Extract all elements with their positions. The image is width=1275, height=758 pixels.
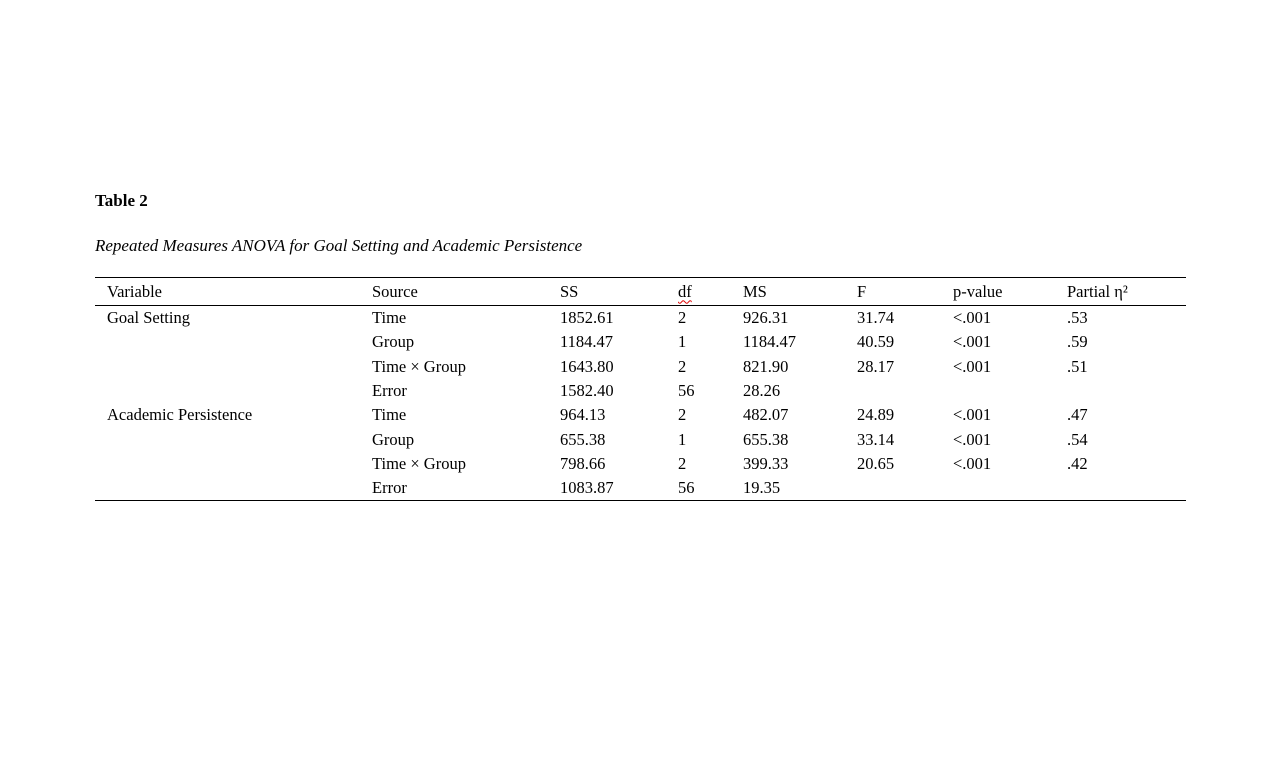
table-row: Group 655.38 1 655.38 33.14 <.001 .54	[95, 427, 1186, 451]
cell-partial-eta: .47	[1067, 405, 1088, 425]
column-header-df: df	[666, 277, 731, 306]
table-row: Group 1184.47 1 1184.47 40.59 <.001 .59	[95, 330, 1186, 354]
column-header-p-value: p-value	[941, 277, 1055, 306]
cell-p-value: <.001	[953, 405, 992, 425]
cell-df: 1	[678, 332, 687, 352]
cell-ss: 1643.80	[560, 356, 614, 376]
anova-table: Variable Source SS df MS F p-value Parti…	[95, 277, 1186, 502]
table-number: Table 2	[95, 191, 148, 210]
cell-partial-eta	[1055, 379, 1186, 403]
cell-ms: 1184.47	[743, 332, 797, 352]
cell-df: 56	[678, 381, 695, 401]
table-row: Time × Group 1643.80 2 821.90 28.17 <.00…	[95, 355, 1186, 379]
cell-ms: 821.90	[743, 356, 789, 376]
cell-p-value	[941, 476, 1055, 502]
cell-variable	[95, 427, 360, 451]
cell-ms: 655.38	[743, 429, 789, 449]
cell-f: 33.14	[857, 429, 895, 449]
cell-source: Error	[360, 476, 548, 502]
cell-partial-eta: .53	[1067, 308, 1088, 328]
cell-partial-eta: .54	[1067, 429, 1088, 449]
table-row: Error 1582.40 56 28.26	[95, 379, 1186, 403]
cell-ss: 1582.40	[560, 381, 614, 401]
table-row: Academic Persistence Time 964.13 2 482.0…	[95, 403, 1186, 427]
cell-df: 2	[678, 453, 687, 473]
cell-df: 2	[678, 405, 687, 425]
cell-ss: 655.38	[560, 429, 606, 449]
cell-f	[845, 476, 941, 502]
cell-p-value: <.001	[953, 453, 992, 473]
cell-ss: 1852.61	[560, 308, 614, 328]
cell-df: 1	[678, 429, 687, 449]
cell-source: Group	[372, 332, 415, 352]
table-row: Goal Setting Time 1852.61 2 926.31 31.74…	[95, 306, 1186, 331]
table-caption: Repeated Measures ANOVA for Goal Setting…	[95, 236, 583, 255]
cell-source: Group	[372, 429, 415, 449]
cell-f: 20.65	[857, 453, 895, 473]
column-header-ms: MS	[731, 277, 845, 306]
cell-ms: 482.07	[743, 405, 789, 425]
cell-df: 2	[678, 356, 687, 376]
cell-partial-eta: .51	[1067, 356, 1088, 376]
column-header-ss: SS	[548, 277, 666, 306]
spellcheck-underline: df	[678, 281, 692, 301]
cell-df: 2	[678, 308, 687, 328]
cell-f: 24.89	[857, 405, 895, 425]
cell-variable	[95, 355, 360, 379]
column-header-partial-eta: Partial η²	[1055, 277, 1186, 306]
cell-f: 31.74	[857, 308, 895, 328]
cell-partial-eta: .59	[1067, 332, 1088, 352]
cell-ms: 28.26	[743, 381, 781, 401]
table-header-row: Variable Source SS df MS F p-value Parti…	[95, 277, 1186, 306]
column-header-f: F	[845, 277, 941, 306]
cell-source: Time	[372, 308, 407, 328]
cell-variable	[95, 452, 360, 476]
cell-p-value: <.001	[953, 332, 992, 352]
cell-variable	[95, 379, 360, 403]
cell-partial-eta	[1055, 476, 1186, 502]
cell-source: Error	[372, 381, 407, 401]
cell-p-value: <.001	[953, 308, 992, 328]
table-row: Error 1083.87 56 19.35	[95, 476, 1186, 502]
cell-f	[845, 379, 941, 403]
table-row: Time × Group 798.66 2 399.33 20.65 <.001…	[95, 452, 1186, 476]
cell-f: 40.59	[857, 332, 895, 352]
cell-source: Time × Group	[372, 356, 466, 376]
cell-source: Time	[372, 405, 407, 425]
cell-ss: 1083.87	[548, 476, 666, 502]
cell-p-value: <.001	[953, 429, 992, 449]
cell-ss: 798.66	[560, 453, 606, 473]
cell-ms: 399.33	[743, 453, 789, 473]
column-header-source: Source	[360, 277, 548, 306]
cell-variable	[95, 476, 360, 502]
cell-variable: Goal Setting	[107, 308, 190, 328]
cell-p-value	[941, 379, 1055, 403]
cell-variable	[95, 330, 360, 354]
cell-ms: 19.35	[731, 476, 845, 502]
cell-source: Time × Group	[372, 453, 466, 473]
cell-ms: 926.31	[743, 308, 789, 328]
cell-df: 56	[666, 476, 731, 502]
cell-ss: 964.13	[560, 405, 606, 425]
cell-f: 28.17	[857, 356, 895, 376]
cell-variable: Academic Persistence	[107, 405, 253, 425]
cell-ss: 1184.47	[560, 332, 614, 352]
cell-partial-eta: .42	[1067, 453, 1088, 473]
cell-p-value: <.001	[953, 356, 992, 376]
column-header-variable: Variable	[95, 277, 360, 306]
